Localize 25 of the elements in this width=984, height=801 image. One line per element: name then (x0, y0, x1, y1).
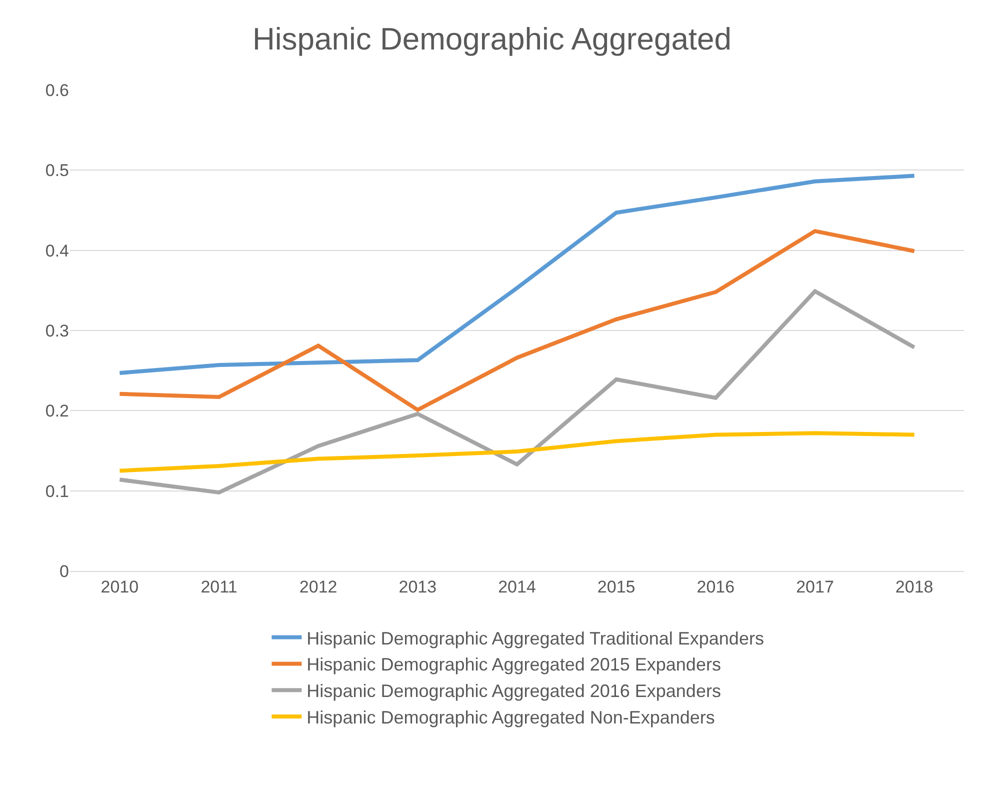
y-tick-label: 0.6 (45, 80, 69, 100)
legend-label: Hispanic Demographic Aggregated Non-Expanders (306, 708, 715, 728)
y-tick-label: 0 (60, 562, 69, 581)
x-tick-label: 2012 (299, 577, 338, 596)
legend-label: Hispanic Demographic Aggregated 2016 Expanders (306, 681, 721, 702)
x-tick-label: 2013 (398, 577, 437, 596)
line-series (118, 431, 916, 473)
line-series (118, 174, 916, 375)
line-series (118, 229, 916, 412)
line-series (118, 289, 916, 494)
x-tick-label: 2016 (696, 577, 735, 596)
y-tick-label: 0.5 (45, 161, 69, 180)
x-tick-label: 2018 (895, 577, 934, 596)
y-tick-label: 0.3 (45, 321, 69, 340)
y-tick-label: 0.2 (45, 402, 69, 421)
y-tick-label: 0.1 (45, 482, 69, 501)
legend-label: Hispanic Demographic Aggregated Traditional Expanders (306, 628, 764, 648)
chart-title: Hispanic Demographic Aggregated (252, 22, 732, 57)
legend-label: Hispanic Demographic Aggregated 2015 Expanders (306, 654, 721, 675)
x-tick-label: 2017 (796, 577, 834, 596)
y-tick-label: 0.4 (45, 241, 69, 260)
x-tick-label: 2010 (100, 577, 139, 596)
x-tick-label: 2014 (498, 577, 536, 596)
x-tick-label: 2011 (200, 577, 238, 596)
x-tick-label: 2015 (597, 577, 636, 596)
